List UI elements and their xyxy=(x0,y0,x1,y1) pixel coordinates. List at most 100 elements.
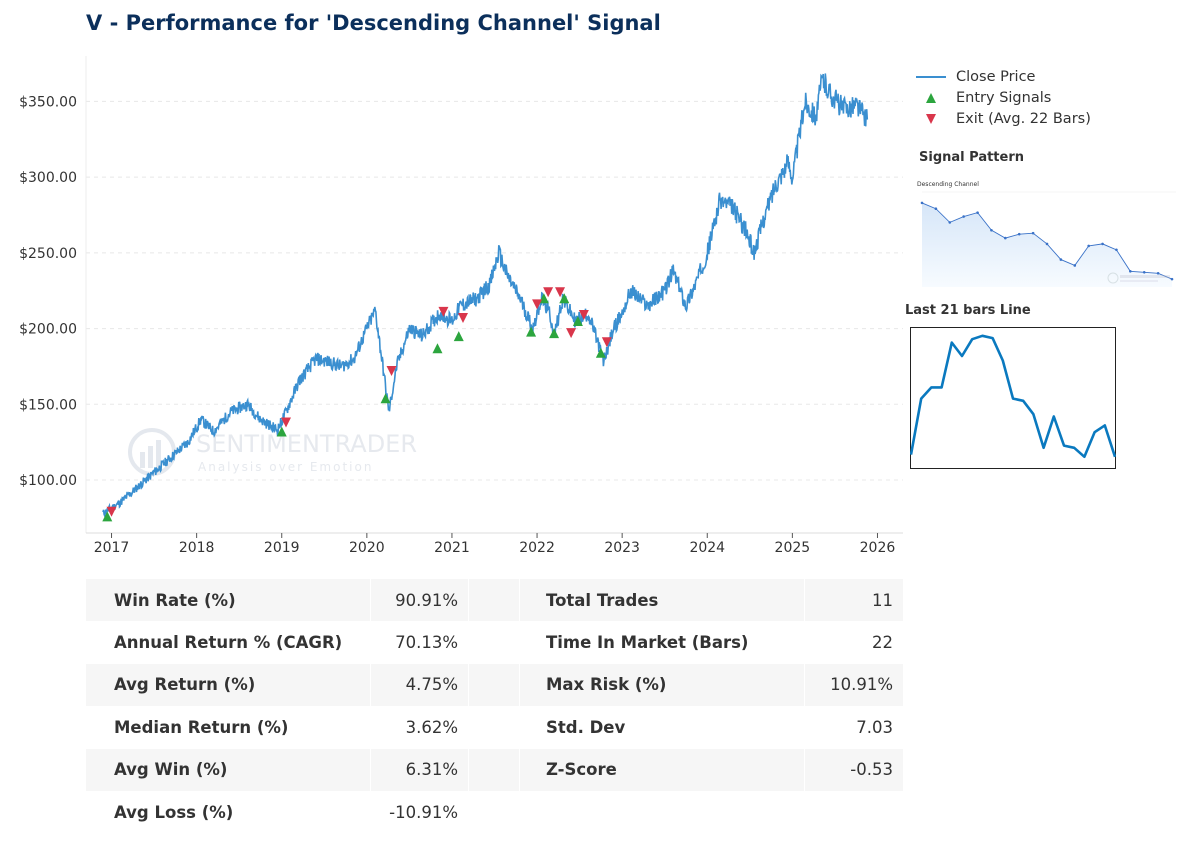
pattern-point xyxy=(1004,236,1007,240)
last-21-bars-chart xyxy=(910,327,1116,469)
stat-label xyxy=(519,790,804,834)
stat-value: -0.53 xyxy=(804,748,903,791)
line-swatch-icon xyxy=(916,75,946,78)
signal-pattern-chart: Descending Channel xyxy=(917,181,1176,287)
stat-value: 10.91% xyxy=(804,663,903,707)
entry-signal-marker xyxy=(549,328,560,339)
stat-label: Time In Market (Bars) xyxy=(519,621,804,664)
pattern-point xyxy=(1156,271,1160,275)
stat-value: 11 xyxy=(804,579,903,622)
stat-value: 90.91% xyxy=(370,579,468,622)
x-tick-label: 2021 xyxy=(434,540,470,556)
triangle-down-icon xyxy=(926,113,936,124)
legend-exit-signals: Exit (Avg. 22 Bars) xyxy=(914,108,1091,129)
table-row: Annual Return % (CAGR) 70.13% Time In Ma… xyxy=(86,621,903,664)
pattern-point xyxy=(1101,242,1104,246)
stat-label: Median Return (%) xyxy=(114,717,289,737)
x-tick-label: 2022 xyxy=(519,540,555,556)
stat-value: 3.62% xyxy=(370,706,468,749)
pattern-point xyxy=(1115,248,1118,252)
pattern-point xyxy=(1017,232,1021,236)
x-tick-label: 2023 xyxy=(604,540,640,556)
exit-signal-marker xyxy=(458,312,469,323)
pattern-point xyxy=(1170,277,1174,281)
pattern-watermark-icon xyxy=(1107,272,1170,284)
entry-signal-marker xyxy=(538,293,549,304)
x-tick-label: 2017 xyxy=(94,540,130,556)
last-21-bars-line xyxy=(910,334,1116,459)
stat-value xyxy=(804,790,903,834)
watermark-logo-icon xyxy=(128,428,176,476)
stat-value: 6.31% xyxy=(370,748,468,791)
pattern-point xyxy=(1059,258,1063,261)
pattern-point xyxy=(1087,244,1090,248)
signal-markers xyxy=(102,287,612,522)
exit-signal-marker xyxy=(543,287,554,298)
exit-signal-marker xyxy=(555,287,566,298)
page-title: V - Performance for 'Descending Channel'… xyxy=(86,11,661,35)
pattern-point xyxy=(920,201,924,205)
stats-table: Win Rate (%) 90.91% Total Trades 11 Annu… xyxy=(86,579,903,834)
stat-label: Total Trades xyxy=(519,579,804,622)
grid-lines xyxy=(86,100,903,481)
x-tick-label: 2020 xyxy=(349,540,385,556)
table-row: Win Rate (%) 90.91% Total Trades 11 xyxy=(86,579,903,622)
pattern-point xyxy=(1129,270,1132,273)
close-price-line xyxy=(102,73,869,518)
entry-signal-marker xyxy=(102,511,113,522)
exit-signal-marker xyxy=(532,299,543,310)
stat-label: Avg Win (%) xyxy=(86,748,370,791)
entry-signal-marker xyxy=(595,347,606,358)
entry-signal-marker xyxy=(572,316,583,326)
y-tick-label: $350.00 xyxy=(19,94,77,110)
watermark-brand: SENTIMENTRADER xyxy=(196,430,417,458)
table-row: Avg Loss (%) -10.91% xyxy=(86,790,903,834)
legend-entry-signals: Entry Signals xyxy=(914,87,1091,108)
exit-signal-marker xyxy=(280,417,291,428)
exit-signal-marker xyxy=(106,506,117,517)
exit-signal-marker xyxy=(386,365,397,376)
pattern-point xyxy=(990,228,993,232)
y-tick-label: $200.00 xyxy=(19,322,77,338)
exit-signal-marker xyxy=(438,306,449,317)
entry-signal-marker xyxy=(432,343,443,354)
price-chart: SENTIMENTRADER Analysis over Emotion $10… xyxy=(19,56,903,556)
x-tick-label: 2024 xyxy=(689,540,725,556)
x-tick-label: 2018 xyxy=(179,540,215,556)
y-tick-label: $150.00 xyxy=(19,397,77,413)
entry-signal-marker xyxy=(380,393,391,404)
table-row: Avg Return (%) 4.75% Max Risk (%) 10.91% xyxy=(86,663,903,707)
stat-label: Avg Return (%) xyxy=(86,663,370,707)
pattern-point xyxy=(1073,264,1077,267)
pattern-point xyxy=(1045,242,1049,246)
chart-legend: Close Price Entry Signals Exit (Avg. 22 … xyxy=(914,66,1091,129)
entry-signal-marker xyxy=(276,426,287,437)
triangle-up-icon xyxy=(926,92,936,103)
y-tick-label: $300.00 xyxy=(19,170,77,186)
pattern-point xyxy=(934,207,938,211)
stat-label: Std. Dev xyxy=(519,706,804,749)
stat-label: Max Risk (%) xyxy=(519,663,804,707)
entry-signal-marker xyxy=(559,293,570,304)
watermark-tagline: Analysis over Emotion xyxy=(198,460,373,474)
stat-label: Z-Score xyxy=(519,748,804,791)
last-21-bars-title: Last 21 bars Line xyxy=(905,303,1031,318)
x-tick-label: 2025 xyxy=(775,540,811,556)
stat-value: 70.13% xyxy=(370,621,468,664)
legend-close-price: Close Price xyxy=(914,66,1091,87)
stat-label: Win Rate (%) xyxy=(86,579,370,622)
table-row: Avg Win (%) 6.31% Z-Score -0.53 xyxy=(86,748,903,791)
x-tick-label: 2019 xyxy=(264,540,300,556)
stat-label: Annual Return % (CAGR) xyxy=(114,633,343,653)
table-row: Median Return (%) 3.62% Std. Dev 7.03 xyxy=(86,706,903,749)
stat-value: -10.91% xyxy=(370,790,468,834)
exit-signal-marker xyxy=(601,337,612,348)
y-tick-label: $250.00 xyxy=(19,246,77,262)
stat-label: Avg Loss (%) xyxy=(114,802,234,822)
entry-signal-marker xyxy=(453,331,464,342)
x-tick-label: 2026 xyxy=(860,540,896,556)
exit-signal-marker xyxy=(566,328,577,339)
pattern-point xyxy=(962,215,965,218)
exit-signal-marker xyxy=(578,309,589,320)
stat-value: 7.03 xyxy=(804,706,903,749)
